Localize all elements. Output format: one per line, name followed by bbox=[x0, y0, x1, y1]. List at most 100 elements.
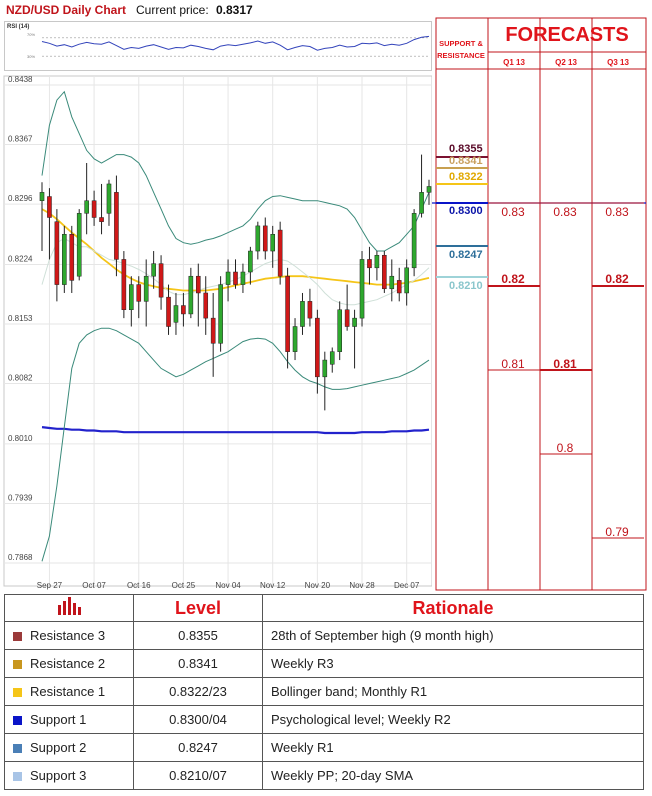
x-tick-label: Nov 28 bbox=[349, 581, 375, 590]
level-rationale-cell: Weekly R3 bbox=[262, 649, 644, 678]
forecast-q2-high: 0.83 bbox=[553, 205, 577, 219]
candles bbox=[39, 154, 432, 411]
levels-table: Level Rationale Resistance 3 0.8355 28th… bbox=[4, 594, 644, 790]
level-rationale-cell: Psychological level; Weekly R2 bbox=[262, 705, 644, 734]
level-value-cell: 0.8247 bbox=[133, 733, 263, 762]
quarter-header-q2: Q2 13 bbox=[555, 58, 577, 67]
indicator-series bbox=[41, 90, 430, 562]
candle-body bbox=[404, 267, 409, 294]
color-swatch bbox=[13, 632, 22, 641]
forecasts-title: FORECASTS bbox=[505, 24, 629, 46]
level-name-cell: Support 1 bbox=[4, 705, 134, 734]
x-tick-label: Nov 12 bbox=[260, 581, 286, 590]
y-tick-label: 0.7939 bbox=[8, 493, 33, 502]
y-tick-label: 0.8153 bbox=[8, 314, 33, 323]
candle-body bbox=[136, 284, 142, 302]
level-value-cell: 0.8300/04 bbox=[133, 705, 263, 734]
bollinger-lower-line bbox=[41, 327, 430, 562]
y-tick-label: 0.8438 bbox=[8, 75, 33, 84]
rsi-line bbox=[41, 35, 430, 57]
x-axis-ticks: Sep 27 Oct 07 Oct 16 Oct 25 Nov 04 Nov 12 Nov … bbox=[37, 581, 420, 590]
candle-body bbox=[292, 326, 298, 352]
candle-body bbox=[396, 280, 402, 294]
candle-body bbox=[359, 259, 365, 319]
candle-body bbox=[121, 259, 127, 310]
chart-title: NZD/USD Daily Chart bbox=[6, 3, 127, 17]
candle-body bbox=[218, 284, 223, 344]
table-row: Support 1 0.8300/04 Psychological level;… bbox=[4, 705, 644, 734]
chart-header: NZD/USD Daily Chart Current price: 0.831… bbox=[0, 0, 432, 20]
candle-body bbox=[419, 192, 424, 214]
rsi-series bbox=[41, 35, 430, 51]
level-value-cell: 0.8322/23 bbox=[133, 677, 263, 706]
x-tick-label: Dec 07 bbox=[394, 581, 420, 590]
candle-body bbox=[307, 301, 313, 319]
color-swatch bbox=[13, 772, 22, 781]
rsi-30-label: 30% bbox=[27, 54, 36, 59]
y-tick-label: 0.8010 bbox=[8, 434, 33, 443]
level-name-cell: Support 3 bbox=[4, 761, 134, 790]
x-tick-label: Nov 04 bbox=[215, 581, 241, 590]
level-name: Resistance 2 bbox=[30, 656, 106, 671]
candle-body bbox=[225, 271, 231, 285]
table-row: Support 3 0.8210/07 Weekly PP; 20-day SM… bbox=[4, 761, 644, 790]
candle-body bbox=[426, 186, 432, 193]
forecast-lines bbox=[488, 202, 644, 539]
candle-body bbox=[195, 275, 201, 294]
candle-body bbox=[262, 225, 268, 252]
candle-body bbox=[255, 225, 261, 252]
color-swatch bbox=[13, 688, 22, 697]
level-value-cell: 0.8355 bbox=[133, 621, 263, 650]
level-name: Resistance 3 bbox=[30, 628, 106, 643]
candle-body bbox=[322, 359, 328, 378]
y-axis-ticks: 0.8438 0.8367 0.8296 0.8224 0.8153 0.8082 0.80… bbox=[8, 75, 33, 562]
table-row: Resistance 3 0.8355 28th of September hi… bbox=[4, 621, 644, 650]
level-name-cell: Resistance 2 bbox=[4, 649, 134, 678]
sma-200-line bbox=[41, 426, 430, 435]
candle-body bbox=[99, 217, 104, 222]
level-name: Resistance 1 bbox=[30, 684, 106, 699]
bar-chart-icon bbox=[58, 596, 81, 615]
support-resistance-title: SUPPORT & RESISTANCE bbox=[436, 38, 486, 62]
color-swatch bbox=[13, 744, 22, 753]
level-name-cell: Resistance 3 bbox=[4, 621, 134, 650]
forecast-q3-low: 0.79 bbox=[605, 525, 629, 539]
x-tick-label: Oct 07 bbox=[82, 581, 106, 590]
candle-body bbox=[203, 292, 209, 319]
level-name-cell: Support 2 bbox=[4, 733, 134, 762]
candle-body bbox=[367, 259, 372, 269]
sr-title-line2: RESISTANCE bbox=[437, 51, 485, 60]
candle-body bbox=[76, 213, 82, 277]
table-row: Resistance 2 0.8341 Weekly R3 bbox=[4, 649, 644, 678]
x-tick-label: Oct 25 bbox=[172, 581, 196, 590]
candle-body bbox=[39, 192, 45, 201]
y-tick-label: 0.8082 bbox=[8, 374, 33, 383]
candle-body bbox=[352, 317, 357, 327]
candle-body bbox=[240, 271, 246, 285]
candle-body bbox=[315, 317, 320, 378]
forecast-q1-high: 0.83 bbox=[501, 205, 525, 219]
rsi-70-label: 70% bbox=[27, 32, 36, 37]
candle-body bbox=[151, 263, 156, 277]
level-label-support-1: 0.8300 bbox=[449, 205, 483, 217]
y-tick-label: 0.8224 bbox=[8, 254, 33, 263]
plot-area bbox=[3, 75, 432, 587]
forecast-border bbox=[435, 17, 647, 591]
candle-body bbox=[411, 213, 417, 269]
rsi-panel: RSI (14) 70% 30% bbox=[4, 21, 432, 71]
candle-body bbox=[114, 192, 119, 260]
candle-body bbox=[173, 305, 179, 323]
candle-body bbox=[233, 271, 238, 285]
forecast-q1-low: 0.81 bbox=[501, 357, 525, 371]
candle-body bbox=[188, 275, 194, 315]
level-value-cell: 0.8210/07 bbox=[133, 761, 263, 790]
level-name: Support 1 bbox=[30, 712, 87, 727]
table-row: Support 2 0.8247 Weekly R1 bbox=[4, 733, 644, 762]
color-swatch bbox=[13, 716, 22, 725]
rsi-label: RSI (14) bbox=[7, 24, 30, 30]
candle-body bbox=[69, 234, 75, 281]
forecast-grid bbox=[435, 17, 647, 591]
level-value-cell: 0.8341 bbox=[133, 649, 263, 678]
candle-body bbox=[91, 200, 97, 218]
candle-body bbox=[329, 351, 335, 365]
